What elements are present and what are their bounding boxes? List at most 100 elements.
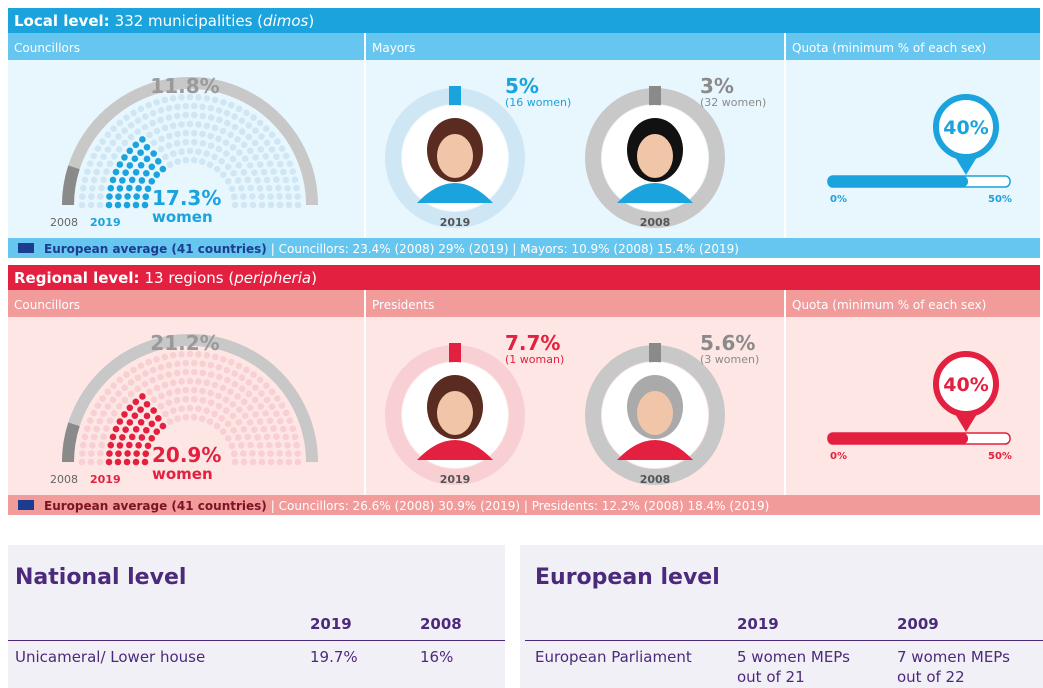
seat bbox=[268, 388, 276, 396]
year-label: 2019 bbox=[90, 473, 121, 486]
seat bbox=[110, 153, 118, 160]
seat bbox=[234, 434, 242, 441]
seat bbox=[256, 161, 264, 168]
seat bbox=[86, 160, 94, 167]
seat bbox=[256, 119, 264, 127]
seat bbox=[246, 404, 254, 412]
seat-women bbox=[126, 419, 134, 426]
seat bbox=[195, 351, 202, 358]
seat-women bbox=[116, 418, 124, 425]
seat bbox=[96, 417, 104, 425]
seat bbox=[166, 418, 174, 426]
seat bbox=[251, 396, 259, 404]
seat bbox=[115, 146, 123, 153]
seat bbox=[257, 403, 265, 410]
seat-women bbox=[153, 428, 161, 435]
seat bbox=[190, 413, 198, 421]
seat bbox=[142, 370, 149, 377]
seat-women bbox=[133, 450, 140, 457]
seat bbox=[258, 458, 266, 466]
seat-women bbox=[116, 161, 124, 168]
seat bbox=[161, 124, 169, 132]
seat bbox=[265, 441, 273, 449]
seat bbox=[199, 387, 206, 395]
seat bbox=[268, 131, 276, 139]
seat bbox=[211, 153, 218, 161]
national-box: National level 2019 2008 Unicameral/ Low… bbox=[8, 545, 505, 688]
seat bbox=[294, 458, 302, 466]
seat bbox=[109, 396, 117, 404]
column-header: 2019 bbox=[310, 615, 352, 633]
seat bbox=[207, 399, 215, 406]
seat bbox=[130, 366, 137, 374]
seat bbox=[161, 353, 169, 361]
seat bbox=[250, 371, 257, 378]
seat bbox=[130, 109, 137, 117]
cell: 16% bbox=[420, 648, 454, 666]
year-label: 2019 bbox=[440, 473, 471, 486]
seat bbox=[178, 148, 185, 155]
seat bbox=[90, 152, 98, 160]
seat bbox=[258, 193, 265, 200]
seat bbox=[174, 103, 181, 111]
seat bbox=[218, 158, 226, 165]
title-italic: dimos bbox=[263, 12, 308, 30]
seat bbox=[157, 364, 165, 371]
seat bbox=[229, 155, 237, 163]
seat bbox=[203, 122, 211, 130]
seat bbox=[88, 193, 95, 200]
seat bbox=[215, 364, 223, 371]
seat-women bbox=[128, 433, 136, 441]
seat bbox=[267, 458, 275, 466]
seat-women bbox=[124, 450, 131, 457]
seat bbox=[206, 161, 214, 169]
seat bbox=[228, 358, 235, 366]
seat bbox=[93, 425, 100, 433]
seat bbox=[285, 201, 293, 209]
seat-women bbox=[122, 169, 129, 176]
seat-women bbox=[148, 420, 156, 428]
seat bbox=[145, 101, 152, 109]
seat bbox=[79, 193, 86, 200]
seat bbox=[178, 405, 185, 412]
face bbox=[437, 391, 473, 435]
leader-note: (32 women) bbox=[700, 96, 766, 109]
seat bbox=[231, 380, 239, 388]
seat bbox=[213, 165, 221, 173]
seat bbox=[100, 153, 107, 161]
seat bbox=[215, 135, 222, 143]
seat bbox=[234, 393, 241, 400]
seat bbox=[166, 389, 173, 397]
seat bbox=[127, 133, 135, 141]
seat bbox=[240, 193, 247, 200]
seat bbox=[153, 98, 160, 106]
seat bbox=[268, 403, 276, 410]
footer-text: European average (41 countries) | Council… bbox=[44, 242, 739, 256]
seat bbox=[127, 390, 135, 398]
year-label: 2008 bbox=[50, 216, 78, 229]
seat-women bbox=[126, 162, 134, 169]
seat bbox=[145, 358, 152, 366]
seat bbox=[289, 425, 297, 432]
seat bbox=[157, 373, 164, 381]
seat bbox=[244, 433, 252, 441]
seat bbox=[134, 385, 142, 392]
seat bbox=[90, 409, 98, 417]
seat bbox=[78, 201, 86, 209]
seat-women bbox=[107, 441, 115, 449]
row-label: European Parliament bbox=[535, 648, 692, 666]
seat bbox=[90, 176, 98, 184]
seat bbox=[211, 381, 219, 389]
seat bbox=[254, 177, 261, 184]
seat-women bbox=[144, 442, 152, 450]
footer-detail: | Councillors: 23.4% (2008) 29% (2019) |… bbox=[271, 242, 739, 256]
seat bbox=[276, 201, 284, 209]
seat bbox=[240, 450, 247, 457]
footer-bar bbox=[8, 495, 1040, 515]
seat bbox=[158, 135, 165, 143]
seat bbox=[110, 410, 118, 417]
seat bbox=[291, 176, 299, 184]
seat bbox=[165, 104, 173, 112]
seat bbox=[115, 390, 122, 397]
seat bbox=[166, 132, 173, 140]
